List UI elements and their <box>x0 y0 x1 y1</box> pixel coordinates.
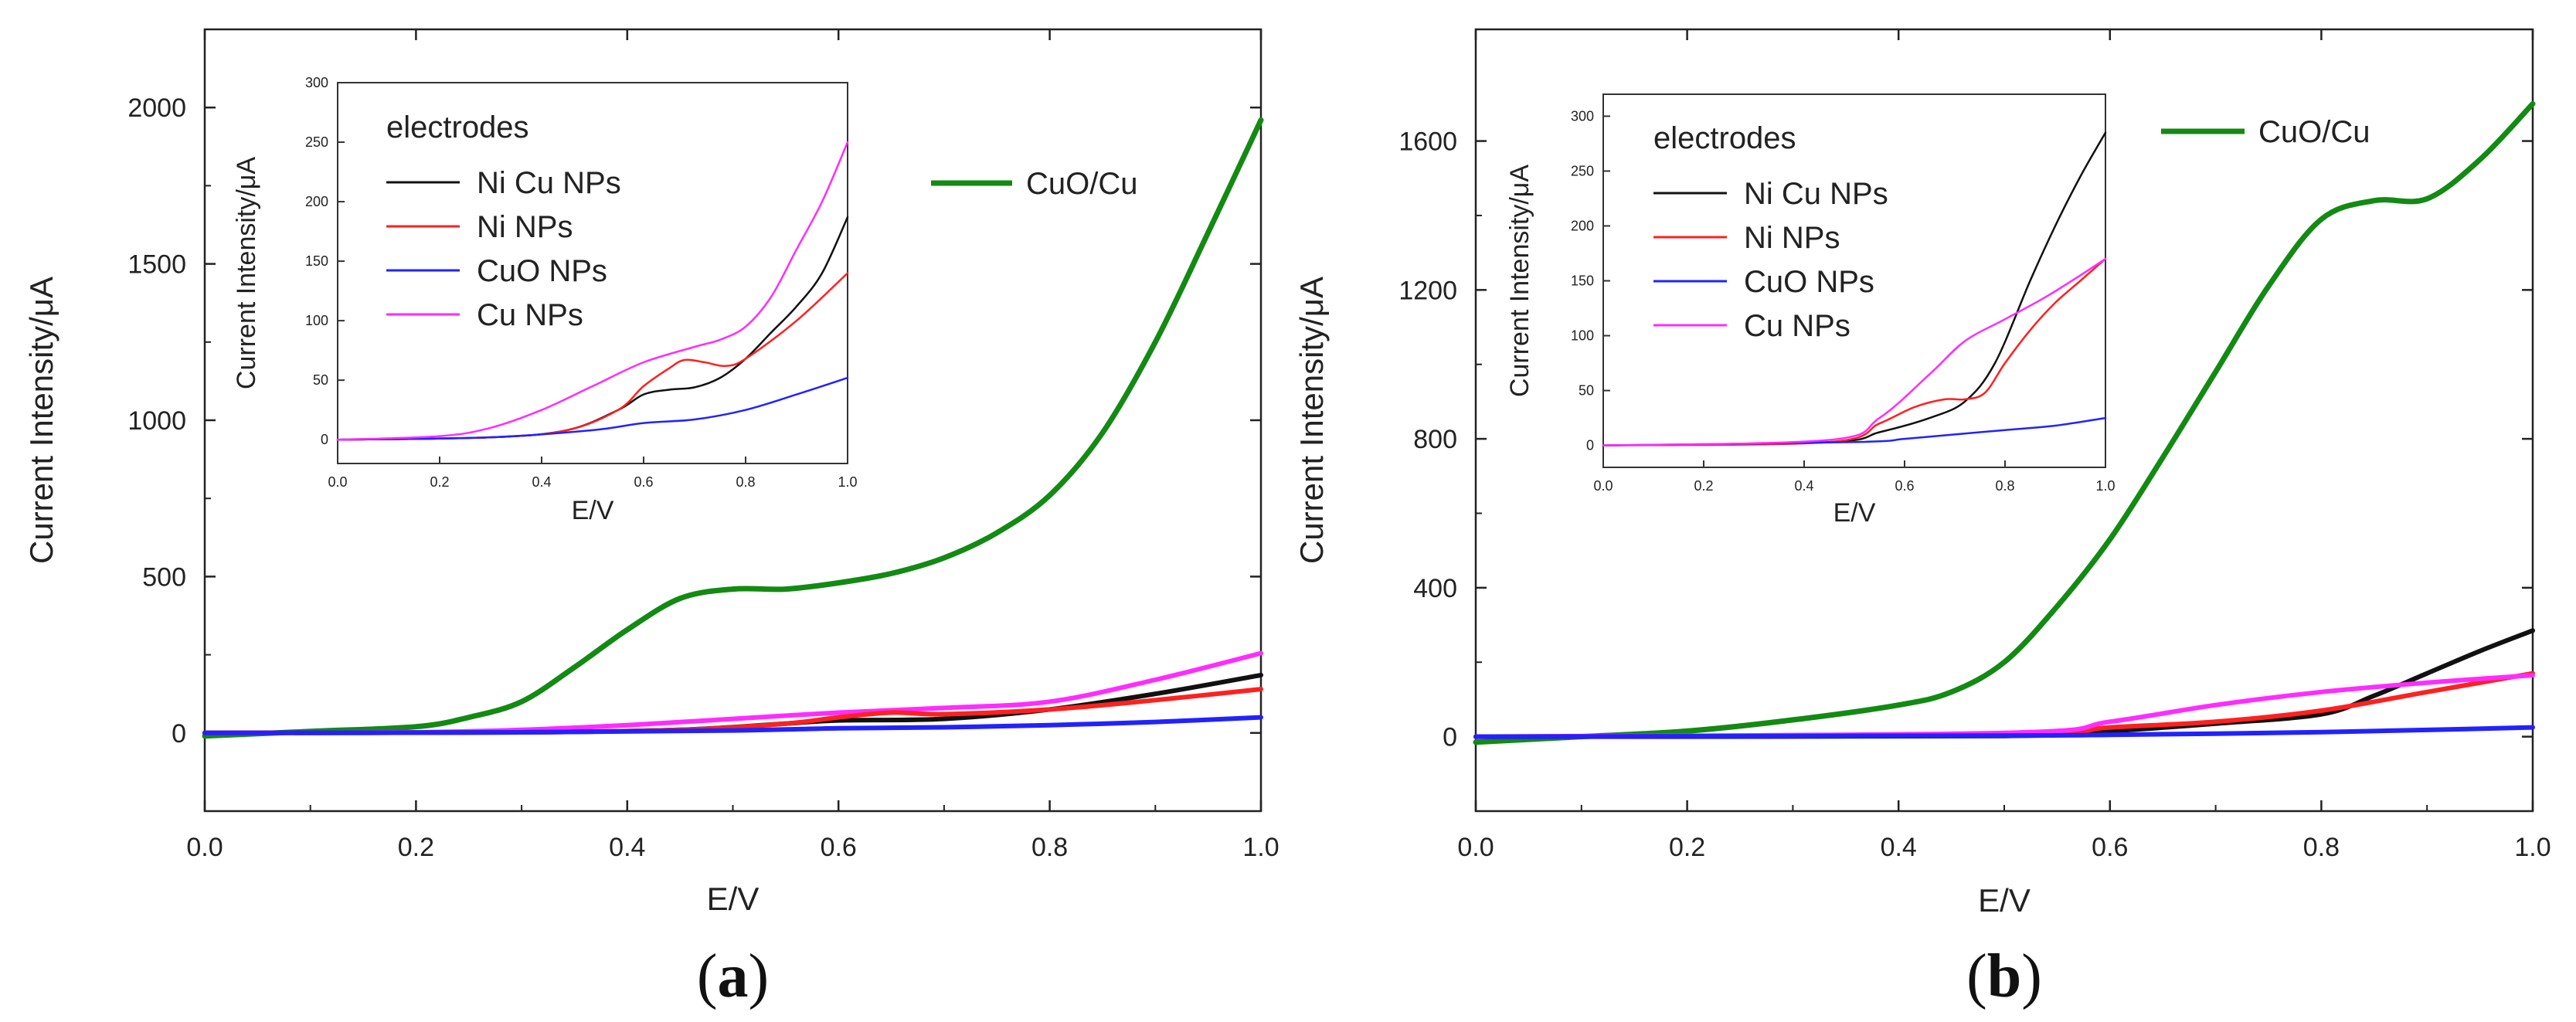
x-tick-label: 0.0 <box>186 833 223 862</box>
x-tick-label: 0.8 <box>1031 833 1068 862</box>
series-line-cuo-cu <box>1473 100 2536 745</box>
series-line-cu-nps <box>202 650 1263 735</box>
inset-legend-label-cu-nps: Cu NPs <box>1744 309 1850 343</box>
y-tick-label: 1000 <box>127 406 186 436</box>
inset-x-tick-label: 0.6 <box>1895 478 1914 494</box>
inset-legend-label-ni-nps: Ni NPs <box>1744 221 1840 255</box>
y-tick-label: 800 <box>1413 425 1457 454</box>
inset-y-tick-label: 50 <box>1579 383 1594 399</box>
inset-legend-label-cuo-nps: CuO NPs <box>1744 265 1874 299</box>
series-line-ni-nps <box>1473 671 2535 739</box>
inset-legend-label-cuo-nps: CuO NPs <box>477 254 607 288</box>
inset-legend-title: electrodes <box>386 110 529 144</box>
inset-x-tick-label: 0.4 <box>1794 478 1813 494</box>
chart-panel-b: 0.0 0.2 0.4 0.6 0.8 1.0 0 400 800 1200 1600 E/V Curr… <box>1293 28 2551 1010</box>
inset-y-tick-label: 300 <box>305 75 328 90</box>
x-tick-label: 0.4 <box>609 833 645 862</box>
inset-y-tick-label: 100 <box>305 313 328 328</box>
y-axis-title: Current Intensity/μA <box>1293 277 1330 564</box>
chart-panel-a: 0.0 0.2 0.4 0.6 0.8 1.00500100015002000E/VCur… <box>23 28 1280 1010</box>
series-line-ni-cu-nps <box>1473 628 2535 739</box>
x-tick-label: 0.6 <box>821 833 857 862</box>
inset-y-tick-label: 200 <box>1571 218 1594 233</box>
inset-y-tick-label: 100 <box>1571 328 1594 344</box>
inset-series-line-cu-nps <box>336 141 849 441</box>
y-tick-label: 2000 <box>127 93 186 123</box>
inset-y-tick-label: 150 <box>1571 273 1594 289</box>
inset-x-tick-label: 0.0 <box>328 474 347 490</box>
x-tick-label: 1.0 <box>2514 833 2551 862</box>
inset-x-tick-label: 0.0 <box>1593 478 1613 494</box>
x-tick-label: 0.4 <box>1881 833 1917 862</box>
inset-y-axis-title: Current Intensity/μA <box>232 157 261 389</box>
series-line-ni-nps <box>202 687 1263 735</box>
inset-y-axis-title: Current Intensity/μA <box>1505 165 1534 397</box>
inset-y-tick-label: 0 <box>321 432 328 447</box>
legend-label-cuo-cu: CuO/Cu <box>2258 115 2370 149</box>
inset-legend-label-ni-cu-nps: Ni Cu NPs <box>477 166 621 200</box>
inset-y-tick-label: 150 <box>305 253 328 269</box>
inset-y-tick-label: 250 <box>305 134 328 150</box>
series-line-cuo-nps <box>202 715 1263 735</box>
inset-x-tick-label: 0.8 <box>736 474 755 490</box>
inset-series-line-cuo-nps <box>336 376 849 441</box>
series-line-cuo-nps <box>1473 725 2535 739</box>
x-tick-label: 0.2 <box>1669 833 1705 862</box>
x-axis-title: E/V <box>707 881 760 917</box>
y-tick-label: 1600 <box>1398 127 1457 157</box>
y-axis-title: Current Intensity/μA <box>23 277 59 564</box>
series-line-cuo-cu <box>202 117 1264 739</box>
x-axis-title: E/V <box>1978 882 2031 918</box>
inset-x-tick-label: 0.2 <box>1694 478 1713 494</box>
inset-x-tick-label: 0.6 <box>634 474 653 490</box>
inset-y-tick-label: 200 <box>305 194 328 209</box>
inset-legend-title: electrodes <box>1653 121 1796 155</box>
panel-label: (a) <box>697 942 769 1010</box>
inset-x-tick-label: 0.4 <box>532 474 551 490</box>
inset-x-axis-title: E/V <box>1833 498 1876 528</box>
inset-series-line-cu-nps <box>1602 257 2107 446</box>
inset-x-axis-title: E/V <box>572 496 614 525</box>
y-tick-label: 500 <box>142 562 186 592</box>
x-tick-label: 0.8 <box>2303 833 2340 862</box>
inset-y-tick-label: 0 <box>1586 438 1594 453</box>
inset-legend-label-cu-nps: Cu NPs <box>477 298 583 332</box>
x-tick-label: 0.6 <box>2092 833 2128 862</box>
panel-label: (b) <box>1966 942 2042 1010</box>
x-tick-label: 1.0 <box>1242 833 1279 862</box>
inset-y-tick-label: 50 <box>313 372 328 388</box>
inset-legend-label-ni-nps: Ni NPs <box>477 210 573 244</box>
inset-x-tick-label: 0.2 <box>430 474 449 490</box>
inset-legend-label-ni-cu-nps: Ni Cu NPs <box>1744 177 1888 211</box>
series-line-cu-nps <box>1473 673 2535 739</box>
inset-frame <box>337 82 848 464</box>
inset-y-tick-label: 300 <box>1571 108 1594 124</box>
x-tick-label: 0.0 <box>1457 833 1494 862</box>
inset-x-tick-label: 0.8 <box>1995 478 2014 494</box>
legend-label-cuo-cu: CuO/Cu <box>1026 167 1138 201</box>
inset-y-tick-label: 250 <box>1571 163 1594 178</box>
inset-x-tick-label: 1.0 <box>838 474 857 490</box>
y-tick-label: 0 <box>172 719 186 749</box>
inset-x-tick-label: 1.0 <box>2095 478 2115 494</box>
x-tick-label: 0.2 <box>398 833 434 862</box>
y-tick-label: 1200 <box>1398 276 1457 305</box>
y-tick-label: 1500 <box>127 250 186 280</box>
y-tick-label: 400 <box>1413 574 1457 603</box>
y-tick-label: 0 <box>1443 723 1457 752</box>
